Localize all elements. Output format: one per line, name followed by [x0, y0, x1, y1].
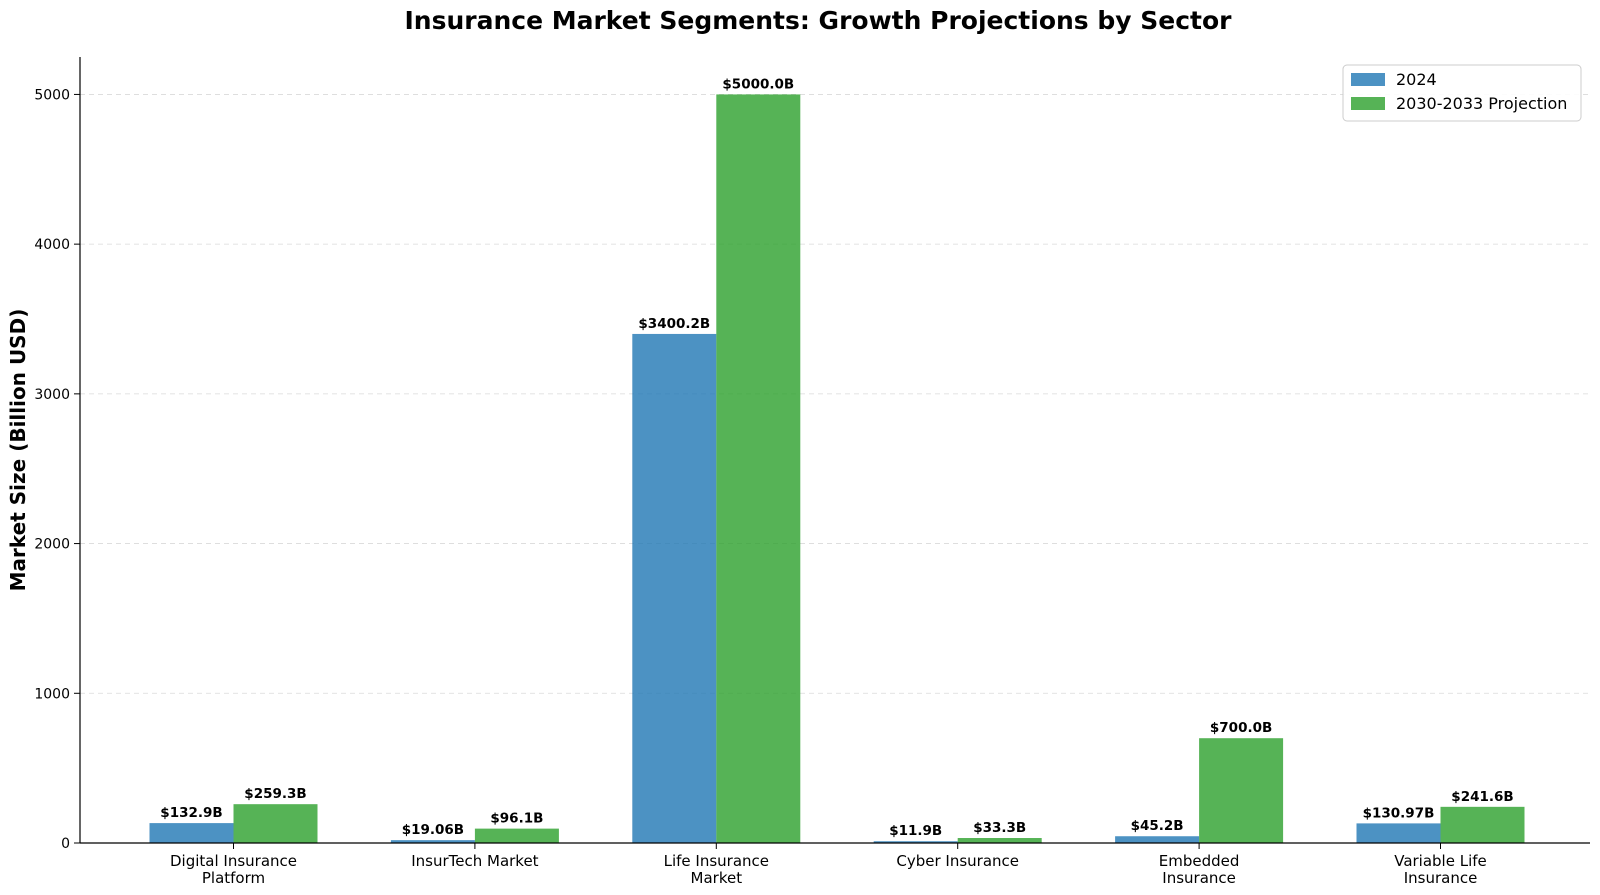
- bar-2024: [1115, 836, 1200, 843]
- bar-2024: [149, 823, 234, 843]
- y-tick-label: 4000: [34, 237, 70, 253]
- chart-title: Insurance Market Segments: Growth Projec…: [404, 6, 1232, 35]
- x-tick-label: Market: [691, 869, 743, 887]
- y-tick-label: 2000: [34, 537, 70, 553]
- legend-swatch: [1351, 73, 1385, 86]
- bar-projection: [474, 828, 559, 843]
- bar-2024: [390, 840, 475, 843]
- bar-value-label: $132.9B: [160, 805, 222, 821]
- x-tick-label: Variable Life: [1394, 852, 1487, 870]
- bar-value-label: $130.97B: [1363, 805, 1435, 821]
- bar-value-label: $96.1B: [490, 811, 543, 827]
- legend: 2024 2030-2033 Projection: [1342, 64, 1582, 122]
- bar-2024: [873, 841, 958, 843]
- bar-value-label: $5000.0B: [722, 76, 794, 92]
- x-tick-label: Embedded: [1159, 852, 1240, 870]
- bar-projection: [716, 94, 801, 843]
- bar-projection: [233, 804, 318, 843]
- legend-box: [1342, 64, 1582, 122]
- legend-label: 2030-2033 Projection: [1396, 94, 1567, 113]
- grid-lines: [80, 94, 1590, 694]
- data-labels: $132.9B $19.06B $3400.2B $11.9B $45.2B $130.9…: [160, 76, 1513, 839]
- x-tick-label: Insurance: [1162, 869, 1236, 887]
- bar-value-label: $19.06B: [402, 822, 464, 838]
- y-axis-label: Market Size (Billion USD): [6, 309, 30, 592]
- y-tick-label: 1000: [34, 686, 70, 702]
- legend-label: 2024: [1396, 70, 1437, 89]
- bar-value-label: $241.6B: [1451, 789, 1513, 805]
- bars: [149, 94, 1525, 843]
- bar-value-label: $259.3B: [244, 786, 306, 802]
- bar-projection: [957, 838, 1042, 843]
- bar-projection: [1440, 806, 1525, 843]
- bar-2024: [632, 333, 717, 843]
- x-tick-label: InsurTech Market: [411, 852, 538, 870]
- bar-value-label: $3400.2B: [638, 316, 710, 332]
- x-tick-label: Digital Insurance: [170, 852, 297, 870]
- bar-value-label: $33.3B: [973, 820, 1026, 836]
- x-tick-label: Life Insurance: [664, 852, 769, 870]
- bar-2024: [1356, 823, 1441, 843]
- bar-value-label: $11.9B: [889, 823, 942, 839]
- axes: 0 1000 2000 3000 4000 5000 Digital InsurancePl…: [34, 57, 1590, 887]
- y-tick-label: 3000: [34, 387, 70, 403]
- legend-swatch: [1351, 97, 1385, 110]
- y-tick-label: 5000: [34, 87, 70, 103]
- x-tick-label: Insurance: [1404, 869, 1478, 887]
- bar-value-label: $45.2B: [1131, 818, 1184, 834]
- bar-projection: [1199, 738, 1284, 843]
- y-tick-label: 0: [61, 836, 70, 852]
- bar-value-label: $700.0B: [1210, 720, 1272, 736]
- x-tick-label: Platform: [202, 869, 265, 887]
- x-tick-label: Cyber Insurance: [896, 852, 1019, 870]
